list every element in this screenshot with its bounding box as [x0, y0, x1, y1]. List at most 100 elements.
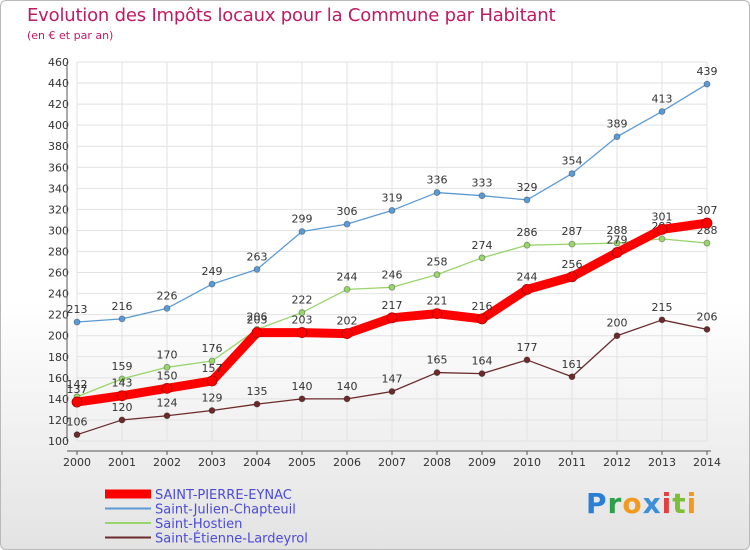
y-tick-label: 140 — [48, 393, 69, 406]
y-tick-label: 340 — [48, 182, 69, 195]
data-point — [613, 133, 621, 141]
data-point — [208, 357, 216, 365]
logo-letter: x — [642, 487, 662, 520]
data-point — [431, 308, 443, 320]
data-label: 258 — [427, 256, 448, 269]
data-label: 106 — [67, 416, 88, 429]
y-tick-label: 400 — [48, 119, 69, 132]
data-label: 170 — [157, 348, 178, 361]
x-tick-label: 2004 — [243, 456, 271, 469]
data-point — [116, 390, 128, 402]
data-point — [251, 327, 263, 338]
x-tick-label: 2001 — [108, 456, 136, 469]
data-label: 217 — [382, 299, 403, 312]
data-label: 389 — [607, 118, 628, 131]
y-tick-label: 280 — [48, 246, 69, 259]
data-point — [118, 416, 126, 424]
y-tick-label: 220 — [48, 309, 69, 322]
data-point — [343, 285, 351, 293]
data-point — [388, 207, 396, 214]
series-saint-julien-chapteuil: 213 216 226 249 263 299 306 319 336 333 329 354 389 4… — [67, 65, 718, 326]
y-tick-label: 440 — [48, 77, 69, 90]
data-label: 140 — [292, 380, 313, 393]
legend-label: Saint-Étienne-Lardeyrol — [155, 531, 308, 547]
data-label: 307 — [697, 204, 718, 217]
x-tick-label: 2007 — [378, 456, 406, 469]
data-point — [208, 407, 216, 414]
data-label: 301 — [652, 210, 673, 223]
data-point — [163, 363, 171, 371]
data-label: 216 — [112, 300, 133, 313]
x-tick-label: 2003 — [198, 456, 226, 469]
data-point — [118, 375, 126, 383]
logo-letter: i — [686, 487, 698, 520]
data-label: 286 — [517, 226, 538, 239]
y-tick-label: 260 — [48, 267, 69, 280]
data-label: 249 — [202, 265, 223, 278]
logo-letter: r — [607, 487, 623, 520]
data-point — [568, 240, 576, 248]
chart-subtitle: (en € et par an) — [27, 29, 114, 42]
data-label: 203 — [247, 314, 268, 327]
data-point — [208, 280, 216, 288]
y-tick-label: 240 — [48, 288, 69, 301]
x-tick-label: 2002 — [153, 456, 181, 469]
y-tick-label: 160 — [48, 372, 69, 385]
data-point — [71, 396, 83, 408]
legend-label: Saint-Hostien — [155, 517, 242, 532]
data-label: 244 — [517, 270, 538, 283]
data-point — [343, 220, 351, 228]
data-label: 176 — [202, 342, 223, 355]
data-label: 143 — [112, 377, 133, 390]
data-label: 439 — [697, 65, 718, 78]
data-point — [523, 241, 531, 249]
data-label: 164 — [472, 355, 493, 368]
data-label: 200 — [607, 317, 628, 330]
data-point — [523, 196, 531, 204]
legend-label: SAINT-PIERRE-EYNAC — [155, 488, 292, 503]
y-tick-label: 100 — [48, 435, 69, 448]
data-point — [658, 316, 666, 324]
logo-letter: i — [661, 487, 673, 520]
data-label: 288 — [607, 224, 628, 237]
data-label: 274 — [472, 239, 493, 252]
data-point — [433, 189, 441, 196]
data-point — [658, 108, 666, 115]
data-label: 244 — [337, 270, 358, 283]
data-label: 203 — [292, 314, 313, 327]
legend: SAINT-PIERRE-EYNACSaint-Julien-Chapteuil… — [105, 488, 308, 547]
proxiti-logo: Proxiti — [586, 487, 697, 520]
data-point — [388, 388, 396, 395]
data-label: 206 — [247, 310, 268, 323]
data-point — [206, 375, 218, 387]
data-point — [163, 412, 171, 420]
x-tick-label: 2012 — [603, 456, 631, 469]
data-label: 221 — [427, 295, 448, 308]
data-point — [476, 313, 488, 325]
data-point — [388, 283, 396, 291]
data-point — [658, 235, 666, 243]
data-point — [656, 223, 668, 235]
data-point — [478, 192, 486, 200]
data-label: 354 — [562, 155, 583, 168]
data-label: 329 — [517, 181, 538, 194]
data-label: 299 — [292, 212, 313, 225]
data-label: 215 — [652, 301, 673, 314]
data-label: 129 — [202, 391, 223, 404]
y-tick-label: 120 — [48, 414, 69, 427]
y-tick-label: 180 — [48, 351, 69, 364]
data-point — [298, 228, 306, 235]
data-label: 140 — [337, 380, 358, 393]
x-tick-label: 2011 — [558, 456, 586, 469]
data-label: 206 — [697, 310, 718, 323]
data-label: 147 — [382, 373, 403, 386]
data-label: 279 — [607, 234, 628, 247]
data-point — [433, 369, 441, 376]
x-tick-label: 2006 — [333, 456, 361, 469]
data-point — [613, 332, 621, 340]
data-label: 165 — [427, 354, 448, 367]
data-label: 222 — [292, 294, 313, 307]
x-tick-label: 2014 — [693, 456, 721, 469]
